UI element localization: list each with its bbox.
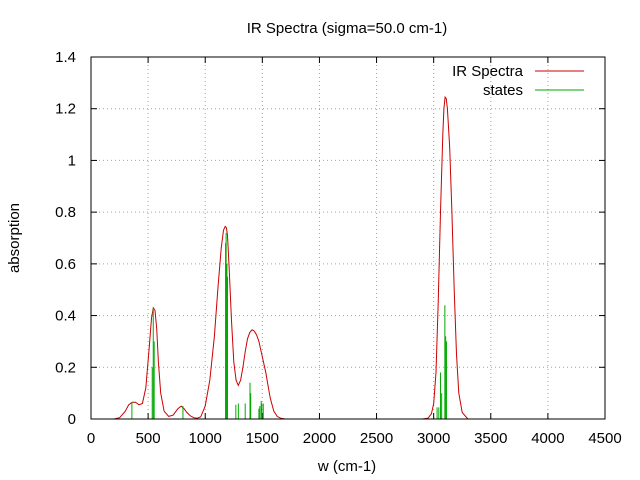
plot-frame [90, 56, 606, 420]
legend: IR Spectra states [452, 63, 584, 99]
legend-label: states [483, 82, 523, 99]
y-tick-label: 0.2 [55, 359, 76, 376]
x-tick-label: 4500 [588, 430, 621, 447]
y-tick-label: 1.4 [55, 49, 76, 66]
y-tick-label: 1.2 [55, 101, 76, 118]
series-line-ir-spectra [113, 95, 571, 420]
y-tick-label: 1 [68, 152, 76, 169]
x-tick-label: 4000 [531, 430, 564, 447]
y-tick-label: 0 [68, 411, 76, 428]
x-axis-label: w (cm-1) [317, 458, 376, 475]
x-tick-label: 0 [87, 430, 95, 447]
plot-series [113, 95, 571, 420]
legend-label: IR Spectra [452, 63, 524, 80]
y-tick-label: 0.6 [55, 256, 76, 273]
grid [91, 57, 605, 419]
x-tick-label: 3500 [474, 430, 507, 447]
x-tick-label: 3000 [417, 430, 450, 447]
y-tick-label: 0.8 [55, 204, 76, 221]
x-tick-label: 500 [136, 430, 161, 447]
x-tick-label: 2500 [360, 430, 393, 447]
x-tick-label: 2000 [303, 430, 336, 447]
x-tick-label: 1000 [189, 430, 222, 447]
y-axis-label: absorption [6, 203, 23, 273]
chart-title: IR Spectra (sigma=50.0 cm-1) [247, 20, 448, 37]
axis-ticks: 0 500 1000 1500 2000 2500 3000 3500 4000 4500 0 0.2… [55, 49, 622, 447]
y-tick-label: 0.4 [55, 308, 76, 325]
x-tick-label: 1500 [246, 430, 279, 447]
